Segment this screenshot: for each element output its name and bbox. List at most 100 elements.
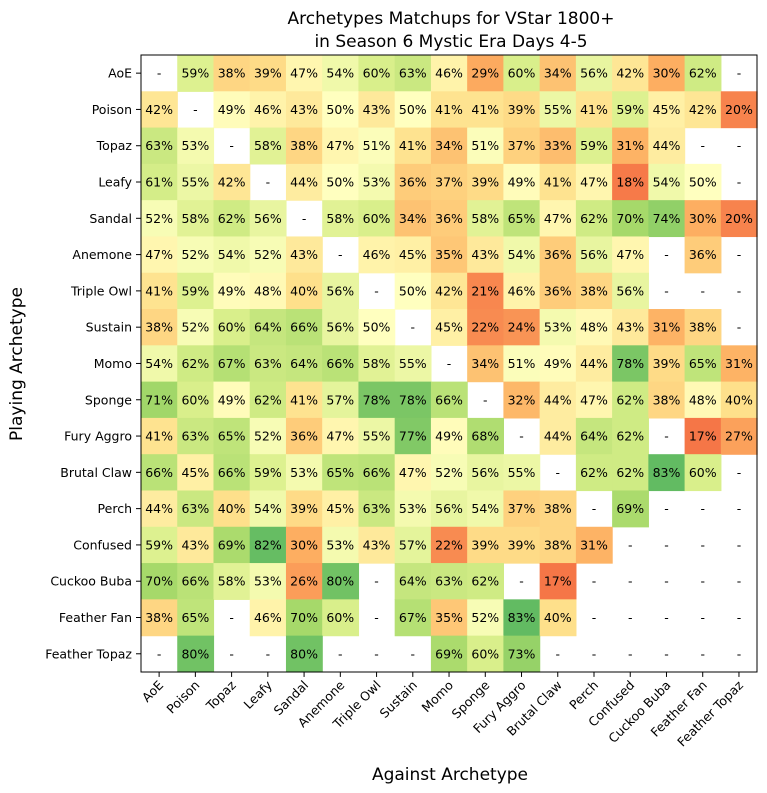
heatmap-cell-label: 69% (616, 501, 644, 516)
heatmap-cell: 22% (430, 526, 468, 564)
heatmap-cell-label: 34% (544, 66, 572, 81)
heatmap-cell: 47% (575, 163, 613, 201)
heatmap-cells: - 59% 38% 39% 47% 54% 60% 63% 46% 29% 60% 34% 56% 42%… (141, 55, 758, 673)
heatmap-cell-fill (322, 526, 360, 564)
heatmap-cell: 59% (249, 454, 287, 492)
heatmap-cell-fill (430, 200, 468, 238)
heatmap-cell-label: 62% (218, 211, 246, 226)
heatmap-cell-label: - (664, 429, 669, 444)
heatmap-cell: 44% (141, 490, 178, 528)
heatmap-cell-label: - (664, 537, 669, 552)
heatmap-cell-label: 43% (363, 537, 391, 552)
heatmap-cell-label: 58% (218, 574, 246, 589)
heatmap-cell: 34% (467, 345, 504, 383)
heatmap-cell-label: 24% (508, 320, 536, 335)
heatmap-cell: 27% (720, 417, 758, 455)
heatmap-cell: 62% (575, 454, 613, 492)
heatmap-cell-label: - (737, 537, 742, 552)
heatmap-cell: 63% (394, 55, 432, 92)
heatmap-cell: - (157, 646, 162, 661)
heatmap-cell: 53% (358, 163, 396, 201)
heatmap-cell-label: - (700, 537, 705, 552)
heatmap-cell-label: 80% (181, 646, 209, 661)
heatmap-cell-fill (575, 526, 613, 564)
heatmap-cell-fill (322, 490, 360, 528)
heatmap-cell: - (737, 537, 742, 552)
heatmap-cell-label: 66% (290, 320, 318, 335)
heatmap-cell-label: 66% (435, 392, 463, 407)
heatmap-cell: 49% (503, 163, 541, 201)
heatmap-cell: 31% (612, 127, 649, 165)
heatmap-cell-label: 53% (254, 574, 282, 589)
heatmap-cell-fill (141, 163, 178, 201)
heatmap-cell-fill (213, 309, 251, 346)
heatmap-cell: 60% (467, 635, 504, 673)
heatmap-cell: 39% (648, 345, 686, 383)
heatmap-cell-fill (285, 526, 323, 564)
heatmap-cell: 56% (612, 272, 649, 310)
heatmap-cell-label: 22% (435, 537, 463, 552)
column-tick-label: Feather Topaz (674, 677, 746, 749)
heatmap-cell-fill (430, 272, 468, 310)
heatmap-cell-label: 17% (689, 429, 717, 444)
heatmap-cell-label: 54% (218, 247, 246, 262)
heatmap-cell: 36% (684, 236, 722, 274)
heatmap-cell-fill (539, 127, 577, 165)
heatmap-cell-fill (575, 454, 613, 492)
heatmap-cell-label: 20% (725, 211, 753, 226)
heatmap-cell-fill (141, 490, 178, 528)
heatmap-cell-label: 46% (254, 102, 282, 117)
heatmap-cell-fill (141, 236, 178, 274)
heatmap-cell-label: 36% (290, 429, 318, 444)
heatmap-cell: 46% (430, 55, 468, 92)
heatmap-cell: 38% (213, 55, 251, 92)
heatmap-cell-fill (684, 454, 722, 492)
heatmap-cell-label: - (664, 646, 669, 661)
heatmap-cell: 56% (249, 200, 287, 238)
heatmap-cell: 60% (358, 55, 396, 92)
heatmap-cell-label: 50% (399, 283, 427, 298)
heatmap-cell: 17% (684, 417, 722, 455)
heatmap-cell-fill (539, 563, 577, 600)
heatmap-cell: - (411, 320, 416, 335)
column-tick-label: AoE (139, 677, 167, 705)
heatmap-cell: 66% (213, 454, 251, 492)
heatmap-cell-label: 66% (181, 574, 209, 589)
heatmap-cell-label: 39% (508, 537, 536, 552)
heatmap-cell-label: 50% (326, 102, 354, 117)
heatmap-cell-fill (213, 345, 251, 383)
heatmap-cell-label: - (411, 646, 416, 661)
heatmap-cell-fill (177, 599, 215, 637)
heatmap-cell: 44% (539, 417, 577, 455)
heatmap-cell-fill (213, 236, 251, 274)
heatmap-cell-fill (503, 55, 541, 92)
heatmap-cell-label: - (700, 574, 705, 589)
heatmap-cell: - (664, 574, 669, 589)
heatmap-cell: 48% (249, 272, 287, 310)
heatmap-cell-fill (358, 345, 396, 383)
heatmap-cell-fill (684, 381, 722, 419)
heatmap-cell: - (266, 175, 271, 190)
heatmap-cell-fill (177, 417, 215, 455)
heatmap-cell: - (664, 646, 669, 661)
heatmap-cell: 47% (285, 55, 323, 92)
heatmap-cell-fill (322, 563, 360, 600)
heatmap-cell-label: 71% (145, 392, 173, 407)
heatmap-cell-fill (249, 91, 287, 129)
heatmap-cell: 58% (249, 127, 287, 165)
heatmap-cell-fill (467, 163, 504, 201)
heatmap-cell: 41% (394, 127, 432, 165)
heatmap-cell-label: 31% (580, 537, 608, 552)
heatmap-cell-label: 62% (181, 356, 209, 371)
heatmap-cell-fill (394, 55, 432, 92)
heatmap-cell: 48% (575, 309, 613, 346)
heatmap-cell: 63% (358, 490, 396, 528)
heatmap-cell: 78% (612, 345, 649, 383)
heatmap-cell: 47% (322, 127, 360, 165)
heatmap-cell-fill (612, 381, 649, 419)
heatmap-cell-fill (720, 91, 758, 129)
heatmap-cell-label: 47% (326, 138, 354, 153)
heatmap-cell-fill (249, 345, 287, 383)
heatmap-cell-fill (249, 490, 287, 528)
heatmap-cell-label: 47% (544, 211, 572, 226)
